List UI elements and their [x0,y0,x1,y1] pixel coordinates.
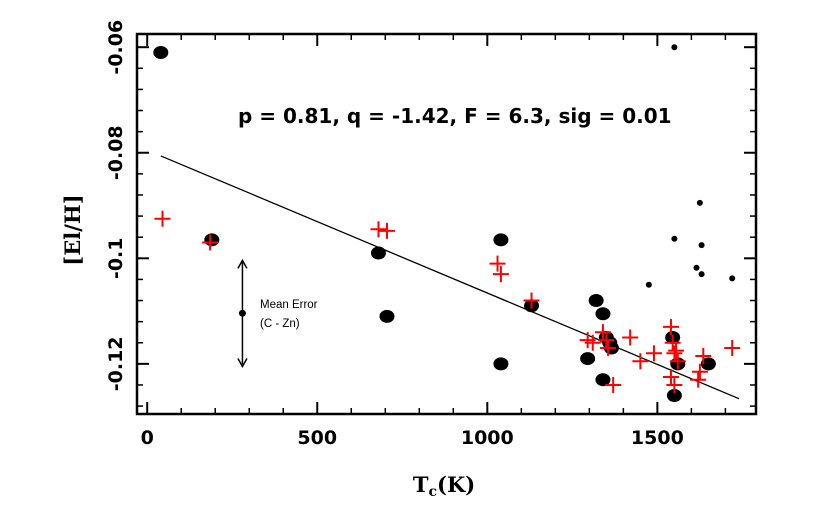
x-tick-label: 0 [141,427,154,449]
x-axis-title: Tc(K) [413,472,475,500]
fit-line [160,155,740,400]
x-tick-label: 500 [297,427,337,449]
x-tick-label: 1000 [461,427,514,449]
filled-circle-point [595,307,611,321]
filled-circle-point [666,389,682,403]
data-points [153,44,741,403]
red-cross-point [666,376,683,393]
small-dot-point [671,235,678,242]
red-cross-point [600,340,617,357]
small-dot-point [698,242,705,249]
fit-line-group [160,155,740,400]
filled-circle-point [204,233,220,247]
small-dot-point [645,281,652,288]
x-axis-ticks: 0 500 1000 1500 [141,34,727,449]
red-cross-point [378,222,395,239]
x-axis-title-symbol: T [413,472,429,497]
red-cross-point [695,347,712,364]
y-tick-label: -0.1 [105,238,127,280]
mean-error-arrow-down [237,358,248,369]
plot-border [135,32,758,416]
red-cross-point [598,332,615,349]
filled-circle-point [379,309,395,323]
red-cross-point [489,255,506,272]
y-axis-title: [El/H] [60,194,85,265]
red-cross-point [691,363,708,380]
filled-circle-point [588,294,604,308]
fit-statistics-annotation: p = 0.81, q = -1.42, F = 6.3, sig = 0.01 [238,104,672,128]
y-tick-label: -0.08 [105,125,127,180]
filled-circle-point [153,45,169,59]
plot-frame [135,32,758,416]
mean-error-center-dot [238,309,246,317]
y-tick-label: -0.12 [105,336,127,391]
small-dot-point [696,199,703,206]
x-tick-label: 1500 [631,427,684,449]
red-cross-point [666,345,683,362]
red-cross-point [622,329,639,346]
red-cross-point [594,324,611,341]
filled-circle-point [493,233,509,247]
red-cross-point [523,292,540,309]
red-cross-point [605,376,622,393]
x-axis-title-subscript: c [428,484,437,500]
y-axis-ticks: -0.12 -0.1 -0.08 -0.06 [105,20,756,407]
small-dot-point [693,264,700,271]
red-cross-point [662,369,679,386]
red-cross-point [724,340,741,357]
red-cross-point [669,353,686,370]
red-cross-point [584,334,601,351]
mean-error-label: Mean Error [260,299,318,311]
mean-error-range-label: (C - Zn) [260,318,300,330]
x-axis-title-unit: (K) [437,472,475,497]
red-cross-point [664,334,681,351]
red-cross-point [662,318,679,335]
red-cross-point [668,342,685,359]
filled-circle-point [700,357,716,371]
red-cross-point [690,371,707,388]
filled-circle-point [370,246,386,260]
filled-circle-point [580,352,596,366]
mean-error-group [237,258,248,369]
filled-circle-point [595,373,611,387]
mean-error-arrow-up [237,258,248,269]
small-dot-point [729,275,736,282]
red-cross-point [492,266,509,283]
red-cross-point [370,221,387,238]
small-dot-point [698,271,705,278]
red-cross-point [645,345,662,362]
red-cross-point [202,234,219,251]
filled-circle-point [493,357,509,371]
y-tick-label: -0.06 [105,20,127,75]
red-cross-point [154,210,171,227]
small-dot-point [671,44,678,51]
red-cross-point [632,353,649,370]
